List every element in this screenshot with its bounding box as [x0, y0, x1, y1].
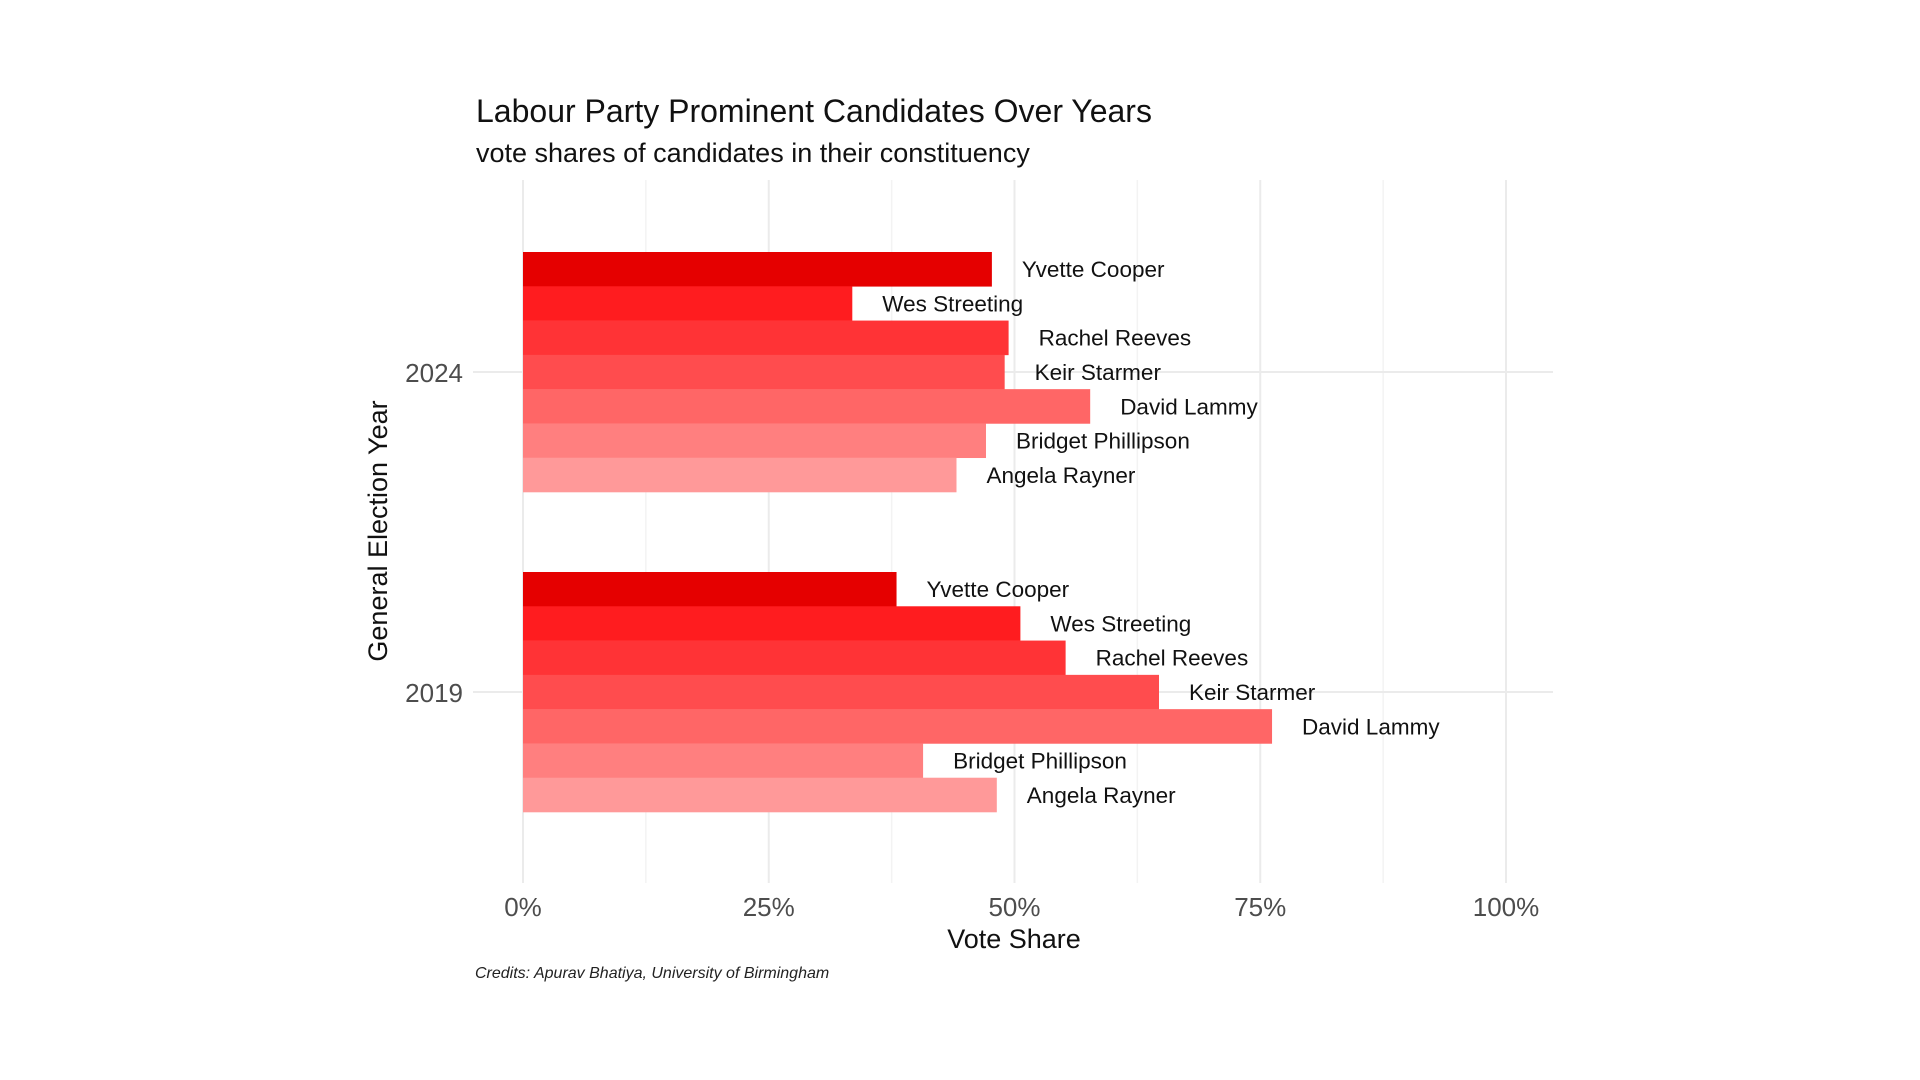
- x-tick-label: 100%: [1473, 892, 1540, 922]
- bar-2024-angela-rayner: [523, 457, 957, 493]
- x-tick-label: 75%: [1234, 892, 1286, 922]
- x-tick-label: 0%: [504, 892, 542, 922]
- bar-2024-bridget-phillipson: [523, 423, 986, 459]
- bar-label: Yvette Cooper: [927, 577, 1070, 602]
- bar-label: Angela Rayner: [1027, 783, 1176, 808]
- bar-2019-rachel-reeves: [523, 640, 1066, 676]
- chart-subtitle: vote shares of candidates in their const…: [476, 138, 1030, 168]
- bar-label: Wes Streeting: [882, 291, 1023, 316]
- bar-2019-yvette-cooper: [523, 572, 897, 607]
- bar-2024-yvette-cooper: [523, 252, 992, 287]
- bar-label: Yvette Cooper: [1022, 257, 1165, 282]
- bar-2024-wes-streeting: [523, 286, 853, 321]
- bar-label: Keir Starmer: [1035, 360, 1162, 385]
- credits-caption: Credits: Apurav Bhatiya, University of B…: [475, 965, 829, 982]
- bar-2019-keir-starmer: [523, 674, 1160, 710]
- x-tick-label: 25%: [743, 892, 795, 922]
- bar-2019-bridget-phillipson: [523, 743, 924, 779]
- y-tick-label: 2024: [405, 358, 463, 388]
- bar-2024-rachel-reeves: [523, 320, 1009, 356]
- bar-label: Keir Starmer: [1189, 680, 1316, 705]
- bar-2019-angela-rayner: [523, 777, 997, 813]
- x-axis-title: Vote Share: [947, 924, 1081, 954]
- chart-title: Labour Party Prominent Candidates Over Y…: [476, 93, 1152, 129]
- y-axis-title: General Election Year: [363, 400, 393, 661]
- y-tick-labels: 2024 2019: [405, 358, 463, 708]
- bar-label: Rachel Reeves: [1039, 326, 1192, 351]
- bar-label: David Lammy: [1302, 714, 1440, 739]
- bar-2019-wes-streeting: [523, 606, 1021, 641]
- bar-label: Bridget Phillipson: [953, 749, 1127, 774]
- bar-2024-david-lammy: [523, 389, 1091, 424]
- bar-label: Rachel Reeves: [1096, 646, 1249, 671]
- x-tick-labels: 0% 25% 50% 75% 100%: [504, 892, 1539, 922]
- bar-label: Bridget Phillipson: [1016, 429, 1190, 454]
- bar-2019-david-lammy: [523, 709, 1273, 744]
- y-tick-label: 2019: [405, 678, 463, 708]
- bar-2024-keir-starmer: [523, 354, 1005, 390]
- bar-label: Angela Rayner: [987, 463, 1136, 488]
- bars: [523, 252, 1273, 813]
- bar-label: David Lammy: [1120, 394, 1258, 419]
- x-tick-label: 50%: [988, 892, 1040, 922]
- bar-labels: Yvette Cooper Wes Streeting Rachel Reeves K…: [882, 257, 1440, 808]
- bar-label: Wes Streeting: [1050, 611, 1191, 636]
